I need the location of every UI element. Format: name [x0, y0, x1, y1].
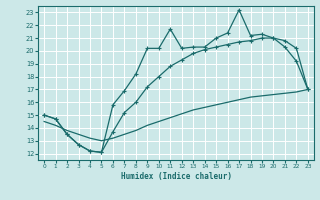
X-axis label: Humidex (Indice chaleur): Humidex (Indice chaleur)	[121, 172, 231, 181]
